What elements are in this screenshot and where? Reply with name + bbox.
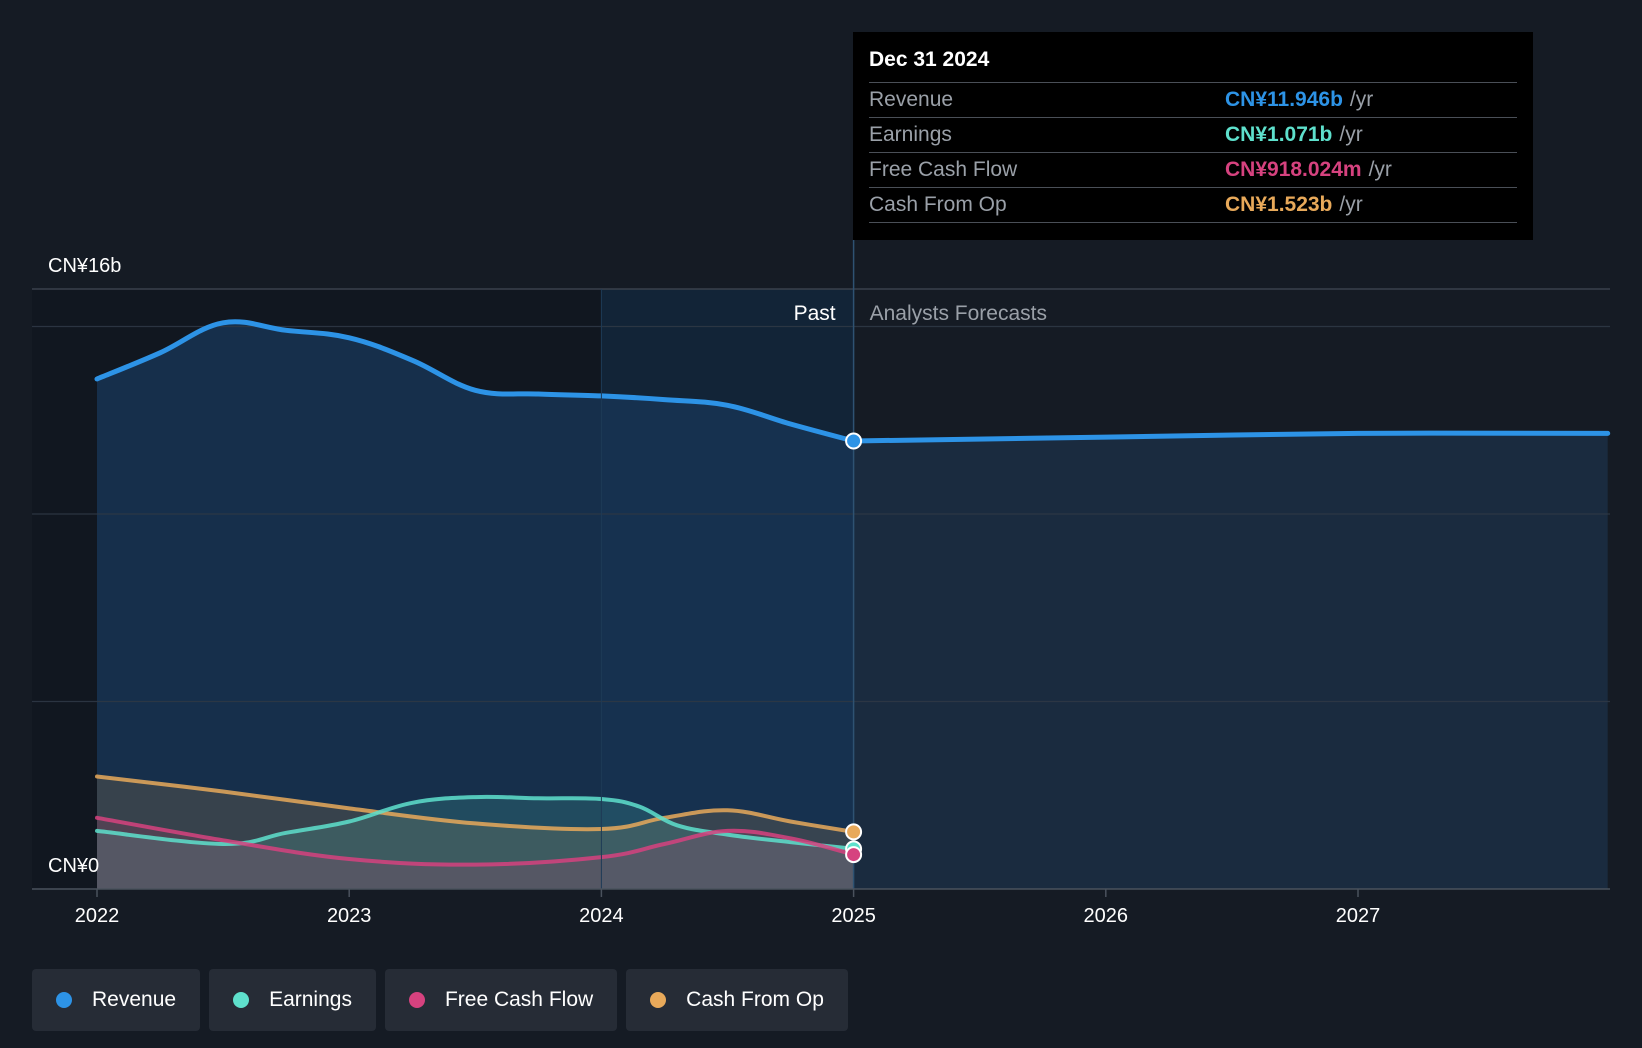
point-marker-cash-from-op [845,823,863,841]
legend-item-free-cash-flow[interactable]: Free Cash Flow [384,969,618,1031]
series-area-free-cash-flow [97,817,854,889]
x-tick-label: 2022 [75,905,120,927]
x-tick-label: 2025 [831,905,876,927]
tooltip-row-free-cash-flow: Free Cash Flow CN¥918.024m /yr [869,152,1517,187]
series-area-cash-from-op [97,776,854,889]
legend: Revenue Earnings Free Cash Flow Cash Fro… [32,969,857,1031]
x-tick-label: 2024 [579,905,624,927]
series-line-free-cash-flow [95,815,856,867]
x-tick-label: 2026 [1084,905,1129,927]
point-marker-free-cash-flow [845,846,863,864]
legend-item-cash-from-op[interactable]: Cash From Op [626,969,848,1031]
tooltip-label: Earnings [869,123,952,146]
y-axis-label-top: CN¥16b [48,255,121,277]
tooltip-row-earnings: Earnings CN¥1.071b /yr [869,117,1517,152]
chart-canvas: 2022 2023 2024 2025 2026 2027 CN¥16b CN¥0 Past An… [32,240,1611,927]
tooltip-label: Cash From Op [869,193,1007,216]
tooltip-date: Dec 31 2024 [869,48,990,71]
tooltip-value: CN¥1.523b [1225,193,1333,216]
legend-dot-icon [233,992,250,1008]
x-tick-label: 2027 [1336,905,1381,927]
forecast-label: Analysts Forecasts [870,302,1047,325]
past-label: Past [794,302,836,325]
tooltip-value: CN¥1.071b [1225,123,1333,146]
legend-dot-icon [650,992,667,1008]
legend-item-revenue[interactable]: Revenue [32,969,201,1031]
legend-dot-icon [56,992,72,1008]
series-line-revenue-forecast [851,430,1611,444]
legend-item-earnings[interactable]: Earnings [209,969,376,1031]
tooltip-label: Revenue [869,88,954,111]
y-axis-label-bottom: CN¥0 [48,855,99,877]
revenue-forecast-area [853,433,1608,889]
legend-label: Earnings [269,988,352,1011]
tooltip-unit: /yr [1349,88,1374,111]
series-line-cash-from-op [95,774,856,834]
series-line-earnings [95,794,856,851]
legend-label: Free Cash Flow [444,988,594,1011]
tooltip-row-revenue: Revenue CN¥11.946b /yr [869,82,1517,117]
point-marker-revenue [845,432,863,450]
tooltip-unit: /yr [1339,193,1363,216]
tooltip-label: Free Cash Flow [869,158,1018,181]
tooltip-value: CN¥11.946b [1225,88,1343,111]
legend-dot-icon [408,992,425,1008]
x-tick-label: 2023 [327,905,372,927]
tooltip-row-cash-from-op: Cash From Op CN¥1.523b /yr [869,187,1517,223]
tooltip-panel: Dec 31 2024 Revenue CN¥11.946b /yr Earni… [853,32,1533,240]
legend-label: Cash From Op [686,988,824,1011]
tooltip-value: CN¥918.024m [1225,158,1362,181]
legend-label: Revenue [92,988,177,1011]
revenue-area [97,321,854,889]
tooltip-unit: /yr [1339,123,1363,146]
tooltip-unit: /yr [1368,158,1392,181]
series-line-revenue [94,319,857,444]
